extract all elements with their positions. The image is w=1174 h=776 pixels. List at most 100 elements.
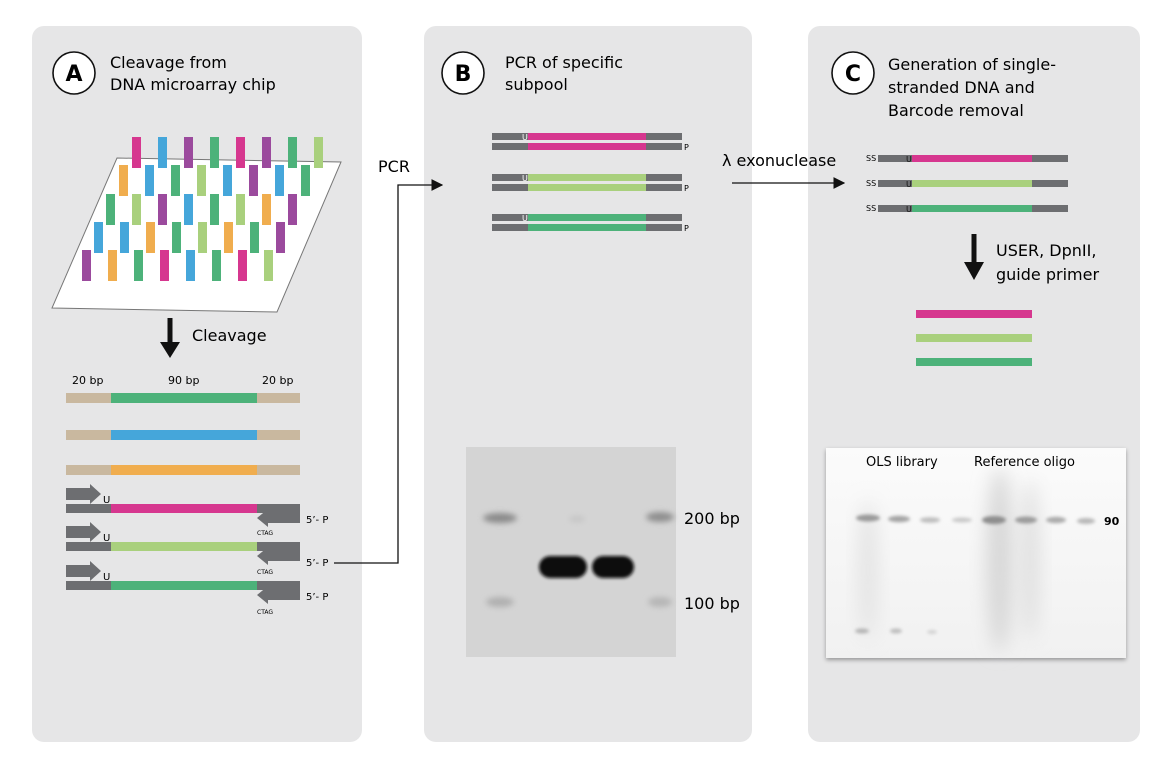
- page-low-band: [927, 630, 937, 634]
- p-mark: P: [684, 143, 689, 152]
- user-step: USER, DpnII, guide primer: [964, 234, 1099, 284]
- five-p-label: 5’- P: [306, 592, 328, 603]
- dsdna-magenta: U P: [492, 133, 689, 152]
- panel-c-letter: C: [845, 62, 861, 87]
- chip-oligo-bar: [236, 137, 245, 168]
- five-p-label: 5’- P: [306, 515, 328, 526]
- p-mark: P: [684, 184, 689, 193]
- panel-a-header: A Cleavage from DNA microarray chip: [52, 51, 276, 95]
- page-90-label: 90: [1104, 515, 1120, 528]
- panel-b-letter: B: [455, 62, 472, 87]
- page-band-1: [856, 514, 880, 522]
- exonuclease-label: λ exonuclease: [722, 151, 836, 170]
- chip-oligo-bar: [249, 165, 258, 196]
- panel-c-header: C Generation of single- stranded DNA and…: [831, 51, 1056, 120]
- cleavage-label: Cleavage: [192, 326, 267, 345]
- chip-oligo-bar: [210, 137, 219, 168]
- gel-ladder-band-200-right: [646, 512, 674, 522]
- u-mark: U: [522, 174, 528, 183]
- u-label: U: [103, 495, 110, 506]
- panel-c-title-line1: Generation of single-: [888, 55, 1056, 74]
- page-lane-smear: [986, 468, 1014, 652]
- chip-oligo-bar: [172, 222, 181, 253]
- primed-oligo-green: U 5’- P CTAG: [66, 561, 328, 616]
- primed-oligo-magenta: U 5’- P CTAG: [66, 484, 328, 537]
- chip-oligo-bar: [145, 165, 154, 196]
- cleaved-oligo-blue: [66, 430, 300, 440]
- chip-oligo-bar: [132, 137, 141, 168]
- ssdna-lightgreen: SS U: [866, 179, 1068, 189]
- pcr-connector-arrow: [334, 179, 444, 564]
- page-band-8: [1077, 518, 1095, 524]
- chip-oligo-bar: [250, 222, 259, 253]
- chip-oligo-bar: [238, 250, 247, 281]
- ss-label: SS: [866, 204, 876, 213]
- forward-primer-arrow: [66, 561, 101, 581]
- cleavage-arrow-head: [160, 342, 180, 358]
- five-p-label: 5’- P: [306, 558, 328, 569]
- panel-b-header: B PCR of specific subpool: [441, 51, 623, 95]
- gel-sample-band-1: [539, 556, 587, 578]
- page-lane-smear: [1020, 480, 1040, 640]
- panel-b-title-line1: PCR of specific: [505, 53, 623, 72]
- forward-primer-arrow: [66, 522, 101, 542]
- chip-oligo-bar: [82, 250, 91, 281]
- chip-oligo-bar: [94, 222, 103, 253]
- chip-oligo-bar: [120, 222, 129, 253]
- page-band-7: [1046, 516, 1066, 524]
- ssdna-green: SS U: [866, 204, 1068, 214]
- ctag-label: CTAG: [257, 609, 273, 616]
- chip-oligo-bar: [184, 137, 193, 168]
- cleaved-oligo-green: [66, 393, 300, 403]
- panel-a-title-line1: Cleavage from: [110, 53, 227, 72]
- final-oligo-magenta: [916, 310, 1032, 318]
- chip-oligo-bar: [276, 222, 285, 253]
- ss-label: SS: [866, 179, 876, 188]
- chip-oligo-bar: [106, 194, 115, 225]
- gel-ladder-band-200-left: [483, 513, 517, 523]
- chip-oligo-bar: [158, 137, 167, 168]
- reverse-primer-arrow: [257, 547, 300, 565]
- chip-oligo-bar: [171, 165, 180, 196]
- chip-oligo-bar: [160, 250, 169, 281]
- page-ref-label: Reference oligo: [974, 455, 1075, 470]
- chip-oligo-bar: [288, 137, 297, 168]
- gel-sample-band-2: [592, 556, 634, 578]
- p-mark: P: [684, 224, 689, 233]
- chip-oligo-bar: [288, 194, 297, 225]
- ss-label: SS: [866, 154, 876, 163]
- page-lane-smear: [858, 500, 878, 640]
- page-gel: OLS library Reference oligo 90: [826, 448, 1126, 658]
- chip-oligo-bar: [197, 165, 206, 196]
- u-label: U: [103, 572, 110, 583]
- seg-left-label: 20 bp: [72, 374, 103, 387]
- forward-primer-arrow: [66, 484, 101, 504]
- final-oligo-lightgreen: [916, 334, 1032, 342]
- gel-ladder-band-100-right: [648, 597, 672, 607]
- page-band-3: [920, 517, 940, 523]
- page-band-4: [952, 517, 972, 523]
- dsdna-lightgreen: U P: [492, 174, 689, 193]
- final-oligo-green: [916, 358, 1032, 366]
- page-band-2: [888, 515, 910, 523]
- chip-oligo-bar: [184, 194, 193, 225]
- page-low-band: [855, 628, 869, 634]
- ctag-label: CTAG: [257, 569, 273, 576]
- page-ols-label: OLS library: [866, 455, 938, 470]
- gel-background: [466, 447, 676, 657]
- seg-right-label: 20 bp: [262, 374, 293, 387]
- chip-oligo-bar: [314, 137, 323, 168]
- chip-oligo-bars: [82, 137, 323, 281]
- reverse-primer-arrow: [257, 586, 300, 604]
- user-arrow-head: [964, 262, 984, 280]
- chip-oligo-bar: [198, 222, 207, 253]
- chip-oligo-bar: [132, 194, 141, 225]
- chip-oligo-bar: [134, 250, 143, 281]
- cleaved-oligo-orange: [66, 465, 300, 475]
- ctag-label: CTAG: [257, 530, 273, 537]
- chip-oligo-bar: [264, 250, 273, 281]
- chip-oligo-bar: [223, 165, 232, 196]
- panel-c-title-line2: stranded DNA and: [888, 78, 1035, 97]
- chip-oligo-bar: [158, 194, 167, 225]
